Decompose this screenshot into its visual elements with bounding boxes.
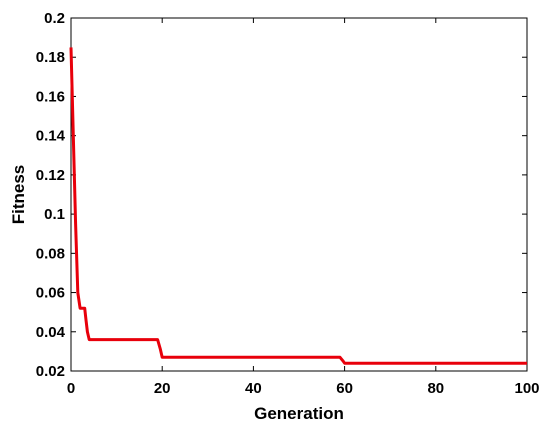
x-axis: 0 20 40 60 80 100: [67, 18, 540, 397]
series-layer: [69, 47, 527, 365]
y-tick-label: 0.14: [36, 128, 66, 145]
fitness-line: [69, 47, 527, 365]
x-tick-label: 0: [67, 380, 75, 397]
y-tick-label: 0.06: [36, 285, 65, 302]
x-tick-label: 100: [514, 380, 539, 397]
y-axis: 0.02 0.04 0.06 0.08 0.1 0.12 0.14 0.16 0.18 0.2: [36, 10, 527, 380]
y-tick-label: 0.12: [36, 167, 65, 184]
y-tick-label: 0.18: [36, 49, 65, 66]
y-axis-label: Fitness: [9, 165, 28, 225]
x-tick-label: 60: [336, 380, 353, 397]
x-axis-label: Generation: [254, 404, 344, 423]
x-tick-label: 80: [427, 380, 444, 397]
y-tick-label: 0.2: [44, 10, 65, 27]
y-tick-label: 0.16: [36, 88, 65, 105]
y-tick-label: 0.08: [36, 245, 65, 262]
y-tick-label: 0.1: [44, 206, 65, 223]
x-tick-label: 20: [154, 380, 171, 397]
y-tick-label: 0.04: [36, 324, 66, 341]
y-tick-label: 0.02: [36, 363, 65, 380]
plot-frame: [70, 17, 528, 372]
x-tick-label: 40: [245, 380, 262, 397]
